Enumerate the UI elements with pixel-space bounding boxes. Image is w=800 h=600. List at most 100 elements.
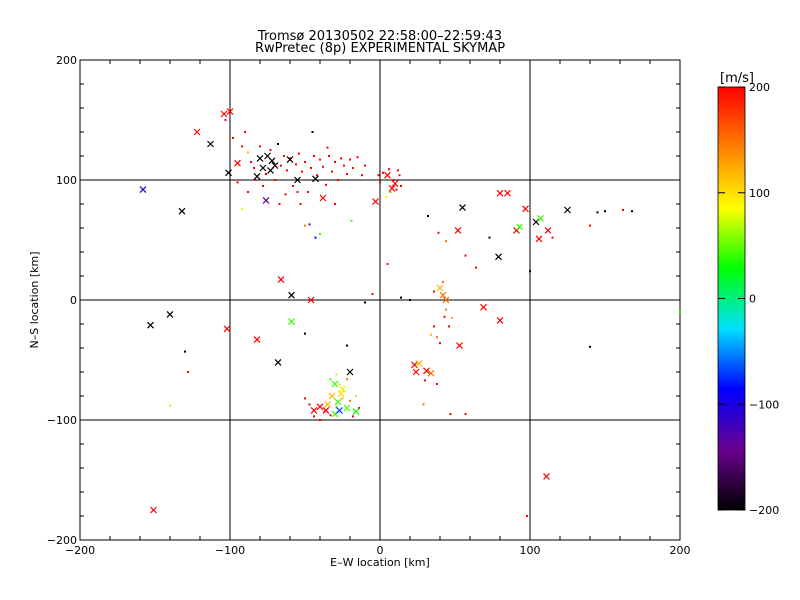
data-point-dot (331, 170, 333, 173)
data-point-dot (350, 219, 353, 222)
data-point-dot (241, 145, 243, 148)
data-point-dot (400, 185, 402, 187)
data-point-x (294, 176, 301, 184)
data-point-dot (278, 203, 281, 205)
data-point-dot (241, 207, 243, 210)
data-point-dot (352, 167, 354, 169)
data-point-x (310, 406, 318, 414)
data-point-dot (529, 270, 531, 273)
data-point-x (253, 172, 261, 180)
data-point-x (259, 164, 267, 172)
data-point-x (307, 296, 315, 304)
x-tick-label: −200 (65, 544, 95, 557)
data-point-dot (355, 395, 357, 397)
data-point-x (388, 184, 396, 192)
data-point-x (288, 291, 295, 299)
y-tick-label: 0 (70, 294, 77, 307)
data-point-x (220, 110, 228, 118)
data-point-dot (335, 373, 338, 376)
data-point-dot (400, 296, 402, 299)
data-point-dot (296, 191, 299, 193)
data-point-dot (589, 345, 591, 348)
data-point-dot (622, 209, 624, 211)
data-point-x (423, 367, 430, 375)
data-point-dot (314, 236, 317, 239)
data-point-dot (187, 371, 189, 373)
data-point-x (322, 406, 330, 414)
data-point-dot (334, 203, 336, 205)
data-point-x (535, 235, 543, 243)
colorbar-tick-label: −200 (749, 504, 779, 517)
data-point-dot (589, 224, 591, 227)
data-point-dot (352, 415, 354, 418)
data-point-dot (433, 325, 435, 328)
data-point-dot (326, 146, 329, 149)
chart-subtitle: RwPretec (8p) EXPERIMENTAL SKYMAP (255, 41, 505, 56)
data-point-dot (464, 413, 467, 415)
data-point-dot (304, 332, 306, 335)
data-point-dot (464, 254, 467, 257)
data-point-x (496, 316, 504, 324)
data-point-dot (409, 299, 411, 301)
data-point-dot (232, 137, 234, 139)
data-point-dot (325, 183, 327, 186)
data-point-dot (397, 169, 399, 172)
data-point-dot (236, 181, 239, 184)
data-point-x (412, 368, 420, 376)
data-point-x (324, 400, 331, 408)
data-point-dot (247, 191, 249, 193)
data-point-x (522, 205, 529, 213)
x-tick-label: 100 (520, 544, 541, 557)
data-point-dot (430, 333, 432, 336)
x-axis-label: E–W location [km] (330, 556, 430, 569)
data-point-dot (361, 174, 363, 177)
data-point-dot (253, 167, 255, 169)
data-point-x (166, 310, 174, 318)
data-point-dot (308, 223, 311, 226)
data-point-x (253, 336, 261, 344)
y-tick-label: 100 (56, 174, 77, 187)
data-point-x (532, 218, 540, 226)
colorbar-tick-label: 200 (749, 81, 770, 94)
data-point-dot (439, 342, 441, 345)
data-point-dot (319, 419, 321, 421)
data-point-dot (436, 383, 438, 385)
data-point-dot (311, 131, 314, 133)
data-point-x (207, 140, 214, 148)
data-points (139, 108, 681, 517)
data-point-x (178, 207, 186, 215)
data-point-dot (265, 173, 267, 175)
data-point-dot (310, 167, 312, 169)
data-point-dot (442, 281, 444, 283)
data-point-dot (427, 215, 429, 217)
data-point-x (139, 186, 147, 194)
data-point-x (564, 206, 571, 214)
data-point-dot (247, 151, 249, 154)
data-point-x (316, 403, 324, 411)
colorbar-ticks: 200 100 0 −100 −200 (718, 81, 779, 517)
data-point-x (495, 253, 502, 261)
data-point-x (334, 398, 342, 406)
data-point-x (337, 390, 345, 398)
data-point-dot (488, 236, 491, 239)
x-tick-label: −100 (215, 544, 245, 557)
data-point-x (226, 108, 234, 116)
data-point-dot (280, 164, 282, 167)
data-point-dot (445, 308, 447, 311)
data-point-dot (364, 301, 366, 304)
data-point-dot (364, 164, 366, 167)
data-point-dot (341, 397, 344, 400)
data-point-dot (184, 350, 186, 353)
data-point-x (442, 296, 450, 304)
data-point-dot (316, 174, 318, 177)
data-point-x (271, 162, 279, 170)
data-point-dot (286, 169, 288, 172)
data-point-dot (277, 143, 279, 145)
data-point-dot (386, 263, 389, 265)
data-point-dot (358, 407, 360, 409)
data-point-x (234, 159, 241, 167)
data-point-x (459, 204, 466, 212)
data-point-x (147, 321, 154, 329)
data-point-dot (377, 174, 380, 177)
